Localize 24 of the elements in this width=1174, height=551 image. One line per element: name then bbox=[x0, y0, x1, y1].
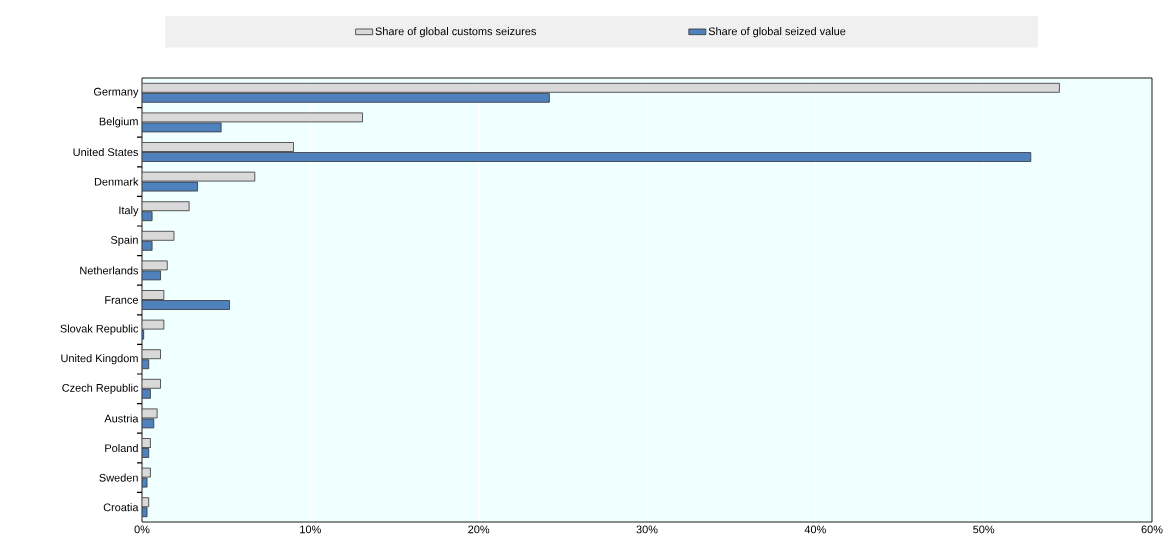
y-tick-label: Netherlands bbox=[80, 266, 139, 275]
y-tick-label: Austria bbox=[104, 414, 139, 423]
y-tick-label: Poland bbox=[105, 443, 138, 453]
legend-label: Share of global customs seizures bbox=[375, 27, 536, 38]
y-tick-label: Germany bbox=[93, 87, 139, 98]
x-tick-label: 40% bbox=[804, 525, 826, 534]
x-tick-label: 60% bbox=[1141, 525, 1163, 534]
x-tick-label: 10% bbox=[300, 525, 321, 534]
y-tick-label: United States bbox=[73, 147, 139, 157]
y-tick-label: Belgium bbox=[99, 117, 138, 128]
y-tick-label: United Kingdom bbox=[61, 354, 138, 365]
legend-label: Share of global seized value bbox=[708, 27, 846, 38]
x-tick-label: 20% bbox=[468, 525, 490, 534]
x-tick-label: 0% bbox=[134, 525, 150, 534]
y-tick-label: France bbox=[105, 296, 138, 304]
y-tick-label: Italy bbox=[119, 206, 139, 217]
y-tick-label: Czech Republic bbox=[62, 383, 139, 394]
x-tick-label: 50% bbox=[973, 525, 995, 534]
y-tick-label: Spain bbox=[110, 235, 138, 246]
y-tick-label: Croatia bbox=[103, 503, 139, 512]
y-tick-label: Slovak Republic bbox=[60, 324, 139, 335]
y-tick-label: Denmark bbox=[94, 177, 139, 186]
y-tick-label: Sweden bbox=[99, 473, 138, 482]
x-tick-label: 30% bbox=[636, 525, 658, 534]
